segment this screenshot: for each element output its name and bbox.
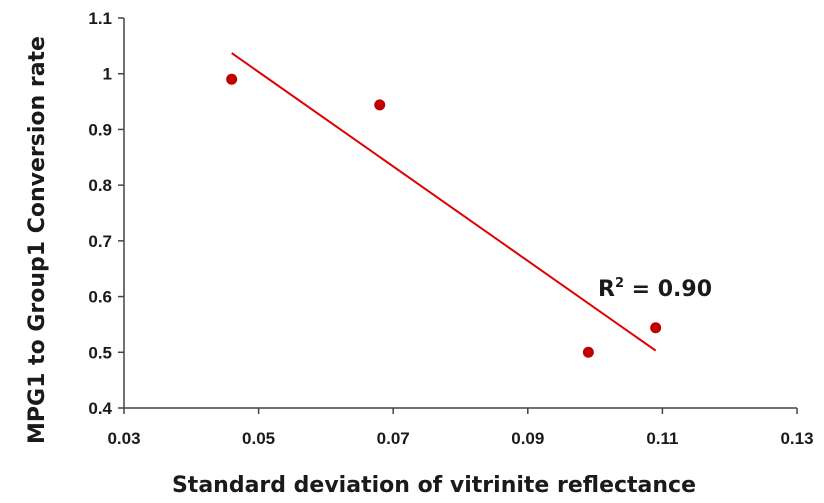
x-tick-label: 0.13 [780, 429, 813, 448]
trendline-group [231, 52, 657, 352]
r-squared-annotation: R2 = 0.90 [598, 276, 712, 302]
data-point [650, 322, 662, 334]
x-tick-label: 0.03 [107, 429, 140, 448]
y-tick-label: 0.4 [88, 399, 112, 418]
x-axis-ticks: 0.03 0.05 0.07 0.09 0.11 0.13 [107, 408, 814, 448]
r-squared-superscript: 2 [615, 276, 624, 291]
y-axis-ticks: 0.4 0.5 0.6 0.7 0.8 0.9 1 1.1 [88, 9, 124, 418]
y-tick-label: 0.5 [88, 343, 112, 362]
y-tick-label: 1.1 [88, 9, 112, 28]
trendline [231, 52, 657, 352]
data-point [582, 346, 594, 358]
x-tick-label: 0.11 [646, 429, 678, 448]
x-tick-label: 0.09 [511, 429, 544, 448]
x-tick-label: 0.07 [377, 429, 410, 448]
data-point [374, 99, 386, 111]
data-points [226, 73, 662, 358]
y-tick-label: 0.9 [88, 120, 112, 139]
x-axis-title: Standard deviation of vitrinite reflecta… [172, 473, 696, 498]
y-tick-label: 1 [103, 65, 112, 84]
r-squared-value: = 0.90 [624, 277, 712, 302]
x-tick-label: 0.05 [242, 429, 275, 448]
y-axis-title: MPG1 to Group1 Conversion rate [25, 36, 50, 444]
y-tick-label: 0.7 [88, 232, 112, 251]
y-tick-label: 0.8 [88, 176, 112, 195]
r-squared-base: R [598, 277, 615, 302]
y-tick-label: 0.6 [88, 288, 112, 307]
data-point [226, 73, 238, 85]
